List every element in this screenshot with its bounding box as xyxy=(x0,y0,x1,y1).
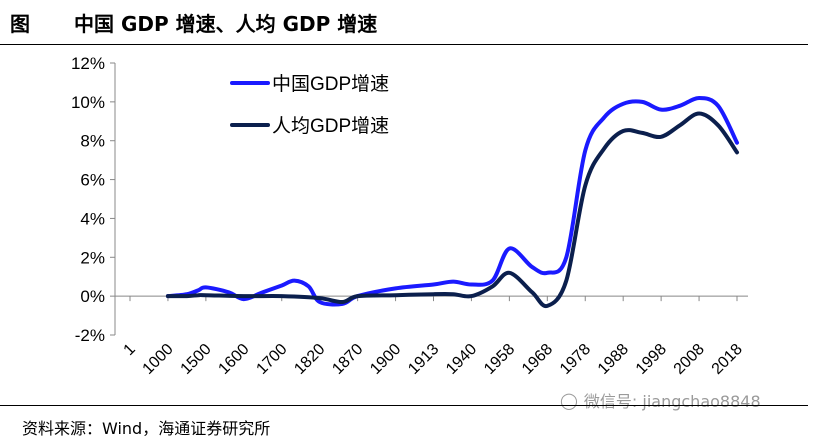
x-tick-label: 1820 xyxy=(291,341,328,378)
x-tick-label: 1998 xyxy=(633,341,670,378)
x-tick-label: 1700 xyxy=(253,341,290,378)
watermark-text: 微信号: jiangchao8848 xyxy=(583,392,761,411)
y-tick-label: 8% xyxy=(80,132,105,151)
x-tick-label: 1913 xyxy=(405,341,442,378)
x-tick-label: 1900 xyxy=(367,341,404,378)
y-tick-label: 6% xyxy=(80,171,105,190)
x-tick-label: 2018 xyxy=(709,341,746,378)
x-tick-label: 1500 xyxy=(178,341,215,378)
figure-prefix: 图 xyxy=(10,12,30,36)
wechat-icon: ◯ xyxy=(560,390,578,410)
y-tick-label: 0% xyxy=(80,287,105,306)
x-tick-label: 1940 xyxy=(443,341,480,378)
series-line-1 xyxy=(165,96,739,307)
x-tick-label: 2008 xyxy=(671,341,708,378)
x-tick-label: 1870 xyxy=(329,341,366,378)
line-chart: -2% 0% 2% 4% 6% 8% 10% 12% 1 1000 1500 1600 1700 1820… xyxy=(71,54,748,378)
y-tick-label: 4% xyxy=(80,209,105,228)
y-tick-label: 10% xyxy=(71,93,105,112)
x-tick-label: 1988 xyxy=(595,341,632,378)
y-tick-label: 2% xyxy=(80,248,105,267)
x-tick-label: 1968 xyxy=(519,341,556,378)
source-note: 资料来源：Wind，海通证券研究所 xyxy=(22,419,271,438)
chart-series xyxy=(165,96,739,309)
figure-title: 中国 GDP 增速、人均 GDP 增速 xyxy=(74,12,378,36)
x-tick-label: 1958 xyxy=(481,341,518,378)
series-line-2 xyxy=(165,111,739,309)
x-tick-label: 1978 xyxy=(557,341,594,378)
x-tick-label: 1600 xyxy=(215,341,252,378)
y-tick-label: -2% xyxy=(75,326,105,345)
x-tick-label: 1 xyxy=(121,341,139,359)
x-tick-label: 1000 xyxy=(140,341,177,378)
watermark: ◯ 微信号: jiangchao8848 xyxy=(560,388,761,412)
figure-header: 图 中国 GDP 增速、人均 GDP 增速 xyxy=(0,0,808,45)
legend-label-1: 中国GDP增速 xyxy=(272,73,389,95)
y-tick-label: 12% xyxy=(71,54,105,73)
legend-label-2: 人均GDP增速 xyxy=(272,115,389,137)
figure-footer: 资料来源：Wind，海通证券研究所 xyxy=(0,405,808,442)
